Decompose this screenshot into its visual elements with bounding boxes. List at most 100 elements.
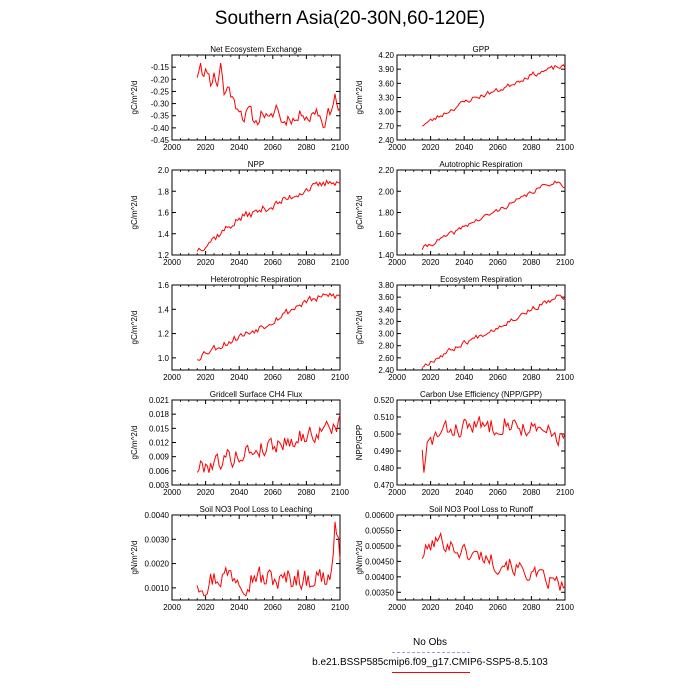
x-tick-label: 2100: [556, 603, 574, 612]
y-tick-label: 2.20: [378, 166, 394, 175]
y-tick-label: 1.6: [158, 281, 170, 290]
y-tick-label: 2.70: [378, 122, 394, 131]
chart-title: Heterotrophic Respiration: [211, 275, 302, 284]
legend-model-label: b.e21.BSSP585cmip6.f09_g17.CMIP6-SSP5-8.…: [312, 657, 548, 668]
page-title: Southern Asia(20-30N,60-120E): [214, 8, 486, 29]
x-tick-label: 2100: [556, 488, 574, 497]
x-tick-label: 2020: [422, 488, 440, 497]
y-axis-label: gN/m^2/d: [130, 541, 139, 575]
x-tick-label: 2080: [298, 258, 316, 267]
chart-title: Soil NO3 Pool Loss to Leaching: [200, 505, 313, 514]
y-axis-label: gC/m^2/d: [130, 311, 139, 345]
y-tick-label: -0.25: [151, 87, 170, 96]
x-tick-label: 2080: [523, 603, 541, 612]
plot-frame: [171, 169, 341, 256]
x-tick-label: 2000: [388, 373, 406, 382]
x-tick-label: 2020: [197, 373, 215, 382]
y-tick-label: 2.80: [378, 342, 394, 351]
y-tick-label: 3.60: [378, 79, 394, 88]
x-tick-label: 2100: [556, 258, 574, 267]
x-tick-label: 2060: [264, 373, 282, 382]
y-tick-label: 3.00: [378, 330, 394, 339]
x-tick-label: 2040: [230, 258, 248, 267]
plot-frame: [396, 284, 566, 371]
series-line: [196, 521, 341, 597]
series-line: [421, 416, 566, 473]
chart-title: Carbon Use Efficiency (NPP/GPP): [420, 390, 542, 399]
x-tick-label: 2080: [298, 488, 316, 497]
y-tick-label: 1.0: [158, 354, 170, 363]
chart-panel-4: Autotrophic Respiration gC/m^2/d 2000 2020 2…: [355, 160, 574, 267]
chart-title: Gridcell Surface CH4 Flux: [210, 390, 302, 399]
series-line: [196, 414, 341, 473]
x-tick-label: 2060: [489, 603, 507, 612]
y-tick-label: 3.80: [378, 281, 394, 290]
y-tick-label: 3.40: [378, 305, 394, 314]
plot-frame: [396, 169, 566, 256]
x-tick-label: 2040: [455, 143, 473, 152]
y-tick-label: 1.40: [378, 251, 394, 260]
y-tick-label: 0.006: [149, 467, 170, 476]
x-tick-label: 2060: [489, 258, 507, 267]
x-tick-label: 2000: [163, 603, 181, 612]
y-tick-label: -0.30: [151, 100, 170, 109]
legend-obs-line: [392, 652, 470, 653]
x-tick-label: 2040: [230, 603, 248, 612]
y-axis-label: gC/m^2/d: [130, 196, 139, 230]
y-tick-label: 2.40: [378, 366, 394, 375]
y-tick-label: 1.2: [158, 251, 170, 260]
y-tick-label: 0.003: [149, 481, 170, 490]
y-tick-label: -0.20: [151, 75, 170, 84]
y-tick-label: -0.35: [151, 112, 170, 121]
legend-model-line: [392, 672, 470, 673]
x-tick-label: 2060: [489, 373, 507, 382]
x-tick-label: 2000: [163, 488, 181, 497]
x-tick-label: 2020: [197, 488, 215, 497]
y-tick-label: 1.8: [158, 187, 170, 196]
plot-frame: [396, 514, 566, 601]
chart-title: Net Ecosystem Exchange: [210, 45, 302, 54]
y-axis-label: gC/m^2/d: [355, 81, 364, 115]
legend-obs-label: No Obs: [413, 637, 447, 648]
y-tick-label: 3.00: [378, 108, 394, 117]
y-axis-label: gC/m^2/d: [130, 426, 139, 460]
y-tick-label: 4.20: [378, 51, 394, 60]
y-tick-label: 0.018: [149, 410, 170, 419]
chart-panel-9: Soil NO3 Pool Loss to Leaching gN/m^2/d 20…: [130, 505, 349, 612]
chart-title: NPP: [248, 160, 264, 169]
x-tick-label: 2040: [230, 373, 248, 382]
y-tick-label: -0.15: [151, 63, 170, 72]
y-tick-label: 0.00450: [365, 557, 394, 566]
x-tick-label: 2100: [556, 143, 574, 152]
y-axis-label: gN/m^2/d: [355, 541, 364, 575]
x-tick-label: 2020: [197, 143, 215, 152]
x-tick-label: 2020: [422, 603, 440, 612]
x-tick-label: 2080: [523, 258, 541, 267]
y-tick-label: 0.0040: [145, 511, 170, 520]
x-tick-label: 2020: [422, 258, 440, 267]
x-tick-label: 2100: [331, 258, 349, 267]
y-tick-label: 2.60: [378, 354, 394, 363]
x-tick-label: 2080: [298, 373, 316, 382]
y-tick-label: 1.2: [158, 330, 170, 339]
y-tick-label: 2.40: [378, 136, 394, 145]
chart-title: Soil NO3 Pool Loss to Runoff: [429, 505, 534, 514]
series-line: [421, 63, 566, 127]
y-tick-label: 0.012: [149, 439, 170, 448]
y-tick-label: 0.0010: [145, 584, 170, 593]
y-axis-label: gC/m^2/d: [355, 196, 364, 230]
y-tick-label: 3.30: [378, 94, 394, 103]
plot-frame: [171, 54, 341, 141]
series-line: [196, 62, 341, 129]
series-line: [196, 179, 341, 252]
y-axis-label: gC/m^2/d: [355, 311, 364, 345]
y-tick-label: 0.00400: [365, 573, 394, 582]
y-tick-label: 0.510: [374, 413, 395, 422]
x-tick-label: 2080: [298, 143, 316, 152]
y-tick-label: 0.015: [149, 424, 170, 433]
x-tick-label: 2080: [523, 143, 541, 152]
y-tick-label: 1.60: [378, 230, 394, 239]
x-tick-label: 2060: [489, 143, 507, 152]
x-tick-label: 2040: [455, 603, 473, 612]
x-tick-label: 2020: [197, 603, 215, 612]
